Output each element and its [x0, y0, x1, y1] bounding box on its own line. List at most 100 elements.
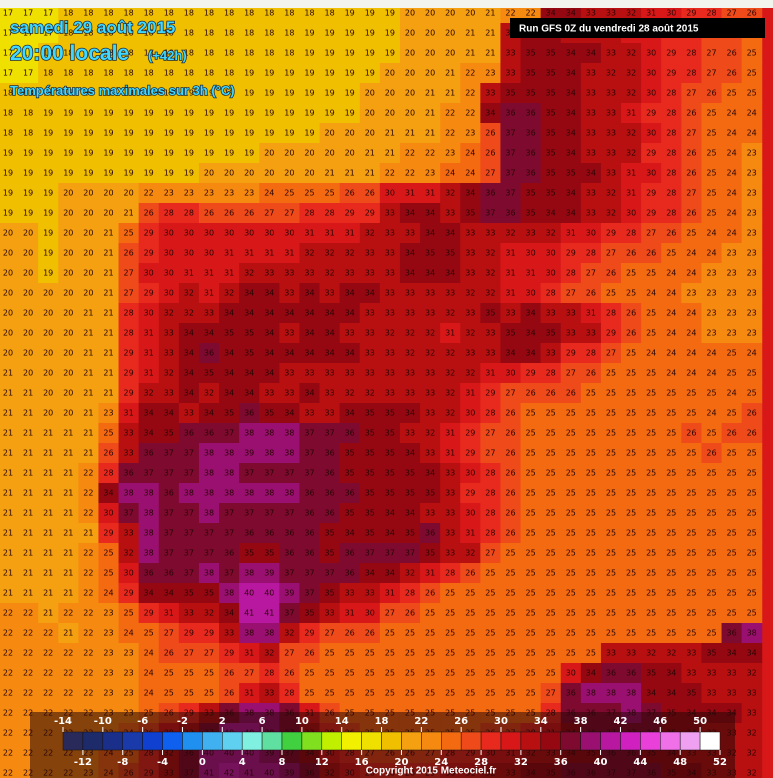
- temperature-cell: [279, 643, 300, 664]
- temperature-value: 26: [686, 109, 696, 118]
- temperature-cell: [138, 643, 160, 664]
- temperature-cell: [661, 603, 682, 624]
- temperature-value: 33: [284, 289, 294, 298]
- temperature-value: 25: [425, 649, 435, 658]
- temperature-value: 28: [686, 49, 696, 58]
- temperature-cell: [198, 243, 220, 264]
- scale-swatch: [102, 731, 123, 751]
- temperature-value: 30: [646, 129, 656, 138]
- temperature-value: 35: [546, 149, 556, 158]
- temperature-cell: [339, 263, 361, 284]
- temperature-cell: [178, 303, 200, 324]
- temperature-value: 38: [264, 449, 274, 458]
- copyright: Copyright 2015 Meteociel.fr: [366, 766, 497, 777]
- temperature-cell: [158, 623, 180, 644]
- temperature-cell: [118, 583, 140, 604]
- temperature-cell: [480, 343, 501, 364]
- temperature-cell: [118, 623, 140, 644]
- temperature-value: 21: [63, 509, 73, 518]
- temperature-cell: [98, 483, 120, 504]
- temperature-value: 25: [686, 449, 696, 458]
- temperature-cell: [500, 643, 522, 664]
- temperature-value: 37: [505, 169, 515, 178]
- temperature-cell: [420, 103, 441, 124]
- temperature-value: 34: [204, 329, 214, 338]
- temperature-value: 20: [405, 89, 415, 98]
- temperature-value: 33: [204, 309, 214, 318]
- temperature-value: 19: [124, 109, 134, 118]
- temperature-value: 24: [706, 249, 716, 258]
- temperature-value: 34: [526, 349, 536, 358]
- temperature-cell: [118, 503, 140, 524]
- temperature-value: 26: [505, 489, 515, 498]
- temperature-cell: [0, 403, 19, 424]
- temperature-cell: [741, 663, 763, 684]
- temperature-cell: [621, 343, 642, 364]
- temperature-value: 33: [365, 249, 375, 258]
- temperature-cell: [621, 83, 642, 104]
- temperature-value: 25: [325, 189, 335, 198]
- temperature-cell: [0, 603, 19, 624]
- temperature-value: 35: [365, 409, 375, 418]
- temperature-cell: [299, 583, 321, 604]
- temperature-value: 25: [164, 689, 174, 698]
- temperature-value: 31: [264, 249, 274, 258]
- temperature-value: 28: [103, 469, 113, 478]
- temperature-value: 21: [23, 469, 33, 478]
- temperature-value: 35: [546, 189, 556, 198]
- temperature-value: 32: [445, 349, 455, 358]
- temperature-cell: [440, 203, 461, 224]
- temperature-cell: [239, 603, 260, 624]
- temperature-cell: [18, 83, 39, 104]
- temperature-cell: [661, 623, 682, 644]
- temperature-value: 25: [706, 169, 716, 178]
- temperature-value: 30: [164, 249, 174, 258]
- temperature-cell: [0, 763, 19, 778]
- temperature-value: 28: [184, 209, 194, 218]
- temperature-value: 25: [747, 609, 757, 618]
- temperature-cell: [118, 203, 140, 224]
- temperature-cell: [138, 683, 160, 704]
- temperature-value: 25: [747, 569, 757, 578]
- temperature-cell: [580, 143, 602, 164]
- temperature-value: 36: [526, 169, 536, 178]
- temperature-value: 22: [3, 689, 13, 698]
- temperature-cell: [399, 483, 421, 504]
- temperature-cell: [319, 263, 341, 284]
- temperature-cell: [661, 423, 682, 444]
- temperature-value: 33: [586, 189, 596, 198]
- temperature-cell: [279, 583, 300, 604]
- temperature-value: 18: [204, 49, 214, 58]
- temperature-value: 25: [686, 529, 696, 538]
- temperature-cell: [18, 163, 39, 184]
- temperature-value: 18: [164, 29, 174, 38]
- temperature-cell: [661, 643, 682, 664]
- temperature-cell: [239, 283, 260, 304]
- temperature-value: 33: [164, 349, 174, 358]
- temperature-value: 19: [264, 69, 274, 78]
- temperature-cell: [500, 223, 522, 244]
- temperature-value: 32: [747, 669, 757, 678]
- temperature-cell: [219, 343, 240, 364]
- temperature-value: 18: [264, 9, 274, 18]
- temperature-cell: [520, 43, 542, 64]
- temperature-cell: [58, 43, 79, 64]
- temperature-cell: [78, 223, 99, 244]
- temperature-value: 29: [646, 189, 656, 198]
- temperature-value: 33: [586, 9, 596, 18]
- temperature-value: 21: [43, 469, 53, 478]
- temperature-cell: [18, 423, 39, 444]
- temperature-cell: [721, 503, 743, 524]
- temperature-cell: [560, 303, 582, 324]
- temperature-cell: [379, 3, 401, 24]
- temperature-value: 32: [184, 309, 194, 318]
- temperature-cell: [661, 43, 682, 64]
- temperature-cell: [299, 43, 321, 64]
- temperature-cell: [0, 343, 19, 364]
- temperature-value: 30: [526, 249, 536, 258]
- temperature-value: 33: [345, 329, 355, 338]
- temperature-value: 25: [646, 269, 656, 278]
- temperature-cell: [661, 403, 682, 424]
- temperature-value: 33: [686, 669, 696, 678]
- temperature-cell: [359, 283, 381, 304]
